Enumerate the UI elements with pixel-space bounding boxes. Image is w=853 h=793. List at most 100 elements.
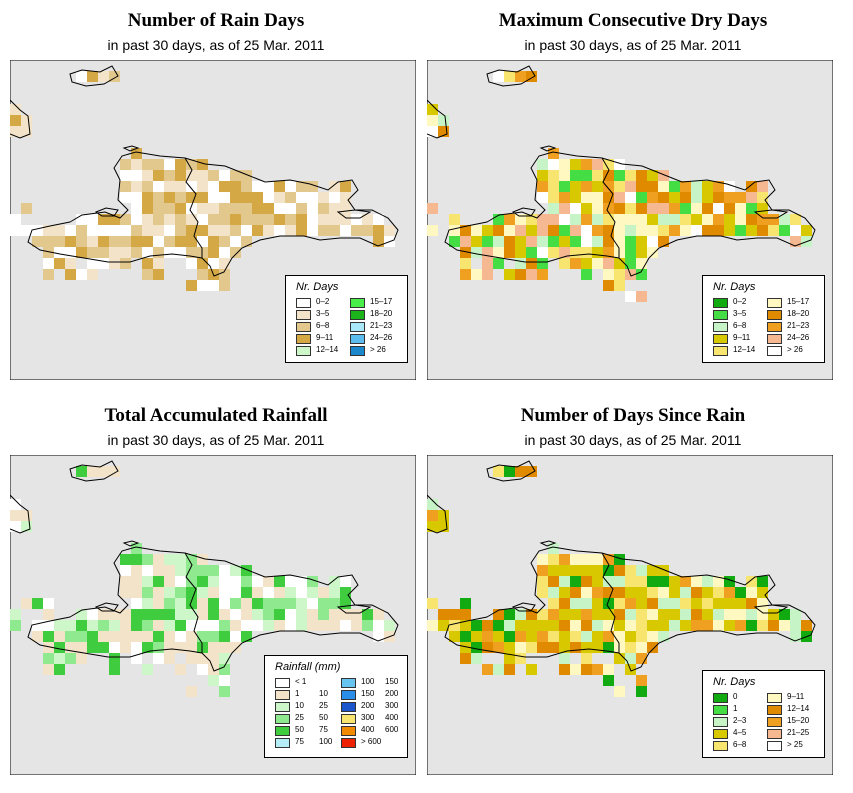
- grid-cell: [713, 181, 724, 192]
- grid-cell: [515, 236, 526, 247]
- grid-cell: [109, 664, 120, 675]
- grid-cell: [614, 258, 625, 269]
- legend-swatch: [713, 310, 728, 320]
- grid-cell: [559, 214, 570, 225]
- grid-cell: [691, 214, 702, 225]
- legend-label: 300: [361, 713, 375, 722]
- legend-label: 50: [295, 725, 304, 734]
- grid-cell: [87, 609, 98, 620]
- grid-cell: [208, 653, 219, 664]
- grid-cell: [153, 181, 164, 192]
- panel-title: Number of Days Since Rain: [520, 405, 746, 426]
- grid-cell: [636, 631, 647, 642]
- legend-swatch: [275, 726, 290, 736]
- grid-cell: [548, 203, 559, 214]
- grid-cell: [76, 642, 87, 653]
- grid-cell: [537, 159, 548, 170]
- grid-cell: [208, 642, 219, 653]
- grid-cell: [647, 598, 658, 609]
- grid-cell: [471, 642, 482, 653]
- grid-cell: [460, 258, 471, 269]
- grid-cell: [592, 576, 603, 587]
- grid-cell: [32, 598, 43, 609]
- grid-cell: [241, 631, 252, 642]
- legend-item: 15–17: [767, 297, 817, 309]
- legend-item: 10 25: [275, 701, 337, 713]
- grid-cell: [746, 598, 757, 609]
- grid-cell: [460, 631, 471, 642]
- grid-cells: [427, 466, 812, 697]
- grid-cell: [559, 620, 570, 631]
- map-canvas: [10, 455, 416, 775]
- grid-cell: [614, 280, 625, 291]
- grid-cell: [120, 587, 131, 598]
- grid-cell: [285, 181, 296, 192]
- grid-cell: [603, 598, 614, 609]
- legend-swatch: [767, 729, 782, 739]
- grid-cell: [735, 609, 746, 620]
- grid-cell: [329, 587, 340, 598]
- legend-item: 1 10: [275, 689, 337, 701]
- grid-cell: [713, 609, 724, 620]
- grid-cell: [493, 620, 504, 631]
- grid-cell: [680, 203, 691, 214]
- grid-cell: [548, 609, 559, 620]
- grid-cell: [109, 214, 120, 225]
- grid-cell: [592, 587, 603, 598]
- grid-cell: [32, 236, 43, 247]
- grid-cell: [724, 225, 735, 236]
- grid-cell: [570, 225, 581, 236]
- grid-cell: [735, 203, 746, 214]
- legend-swatch: [767, 741, 782, 751]
- grid-cell: [790, 214, 801, 225]
- grid-cell: [164, 159, 175, 170]
- grid-cell: [43, 642, 54, 653]
- grid-cell: [65, 620, 76, 631]
- legend-title: Nr. Days: [713, 281, 756, 293]
- grid-cell: [691, 181, 702, 192]
- border-haiti-dr: [184, 552, 203, 653]
- coastline-bay: [336, 209, 372, 219]
- coastline-gonave: [94, 207, 119, 217]
- grid-cell: [219, 170, 230, 181]
- grid-cell: [493, 225, 504, 236]
- grid-cell: [592, 642, 603, 653]
- coastline-inagua: [69, 65, 119, 87]
- grid-cell: [153, 269, 164, 280]
- grid-cell: [98, 631, 109, 642]
- grid-cell: [175, 203, 186, 214]
- grid-cell: [559, 225, 570, 236]
- legend-item: > 26: [350, 345, 400, 357]
- grid-cell: [131, 653, 142, 664]
- grid-cell: [87, 236, 98, 247]
- grid-cell: [208, 576, 219, 587]
- grid-cell: [131, 247, 142, 258]
- grid-cell: [340, 192, 351, 203]
- grid-cell: [208, 214, 219, 225]
- grid-cell: [724, 214, 735, 225]
- grid-cell: [164, 554, 175, 565]
- legend-label: 0: [733, 692, 738, 701]
- grid-cell: [449, 225, 460, 236]
- grid-cell: [175, 631, 186, 642]
- grid-cell: [54, 258, 65, 269]
- grid-cell: [680, 225, 691, 236]
- grid-cell: [43, 631, 54, 642]
- grid-cell: [471, 225, 482, 236]
- grid-cell: [142, 269, 153, 280]
- grid-cell: [592, 565, 603, 576]
- grid-cell: [109, 247, 120, 258]
- grid-cell: [504, 653, 515, 664]
- grid-cell: [197, 576, 208, 587]
- grid-cell: [680, 214, 691, 225]
- legend-item: 9–11: [296, 333, 346, 345]
- legend-swatch: [767, 705, 782, 715]
- grid-cell: [263, 620, 274, 631]
- grid-cell: [526, 631, 537, 642]
- legend-item: 24–26: [767, 333, 817, 345]
- grid-cell: [109, 466, 120, 477]
- grid-cell: [614, 653, 625, 664]
- grid-cell: [427, 499, 438, 510]
- grid-cell: [186, 247, 197, 258]
- grid-cell: [219, 686, 230, 697]
